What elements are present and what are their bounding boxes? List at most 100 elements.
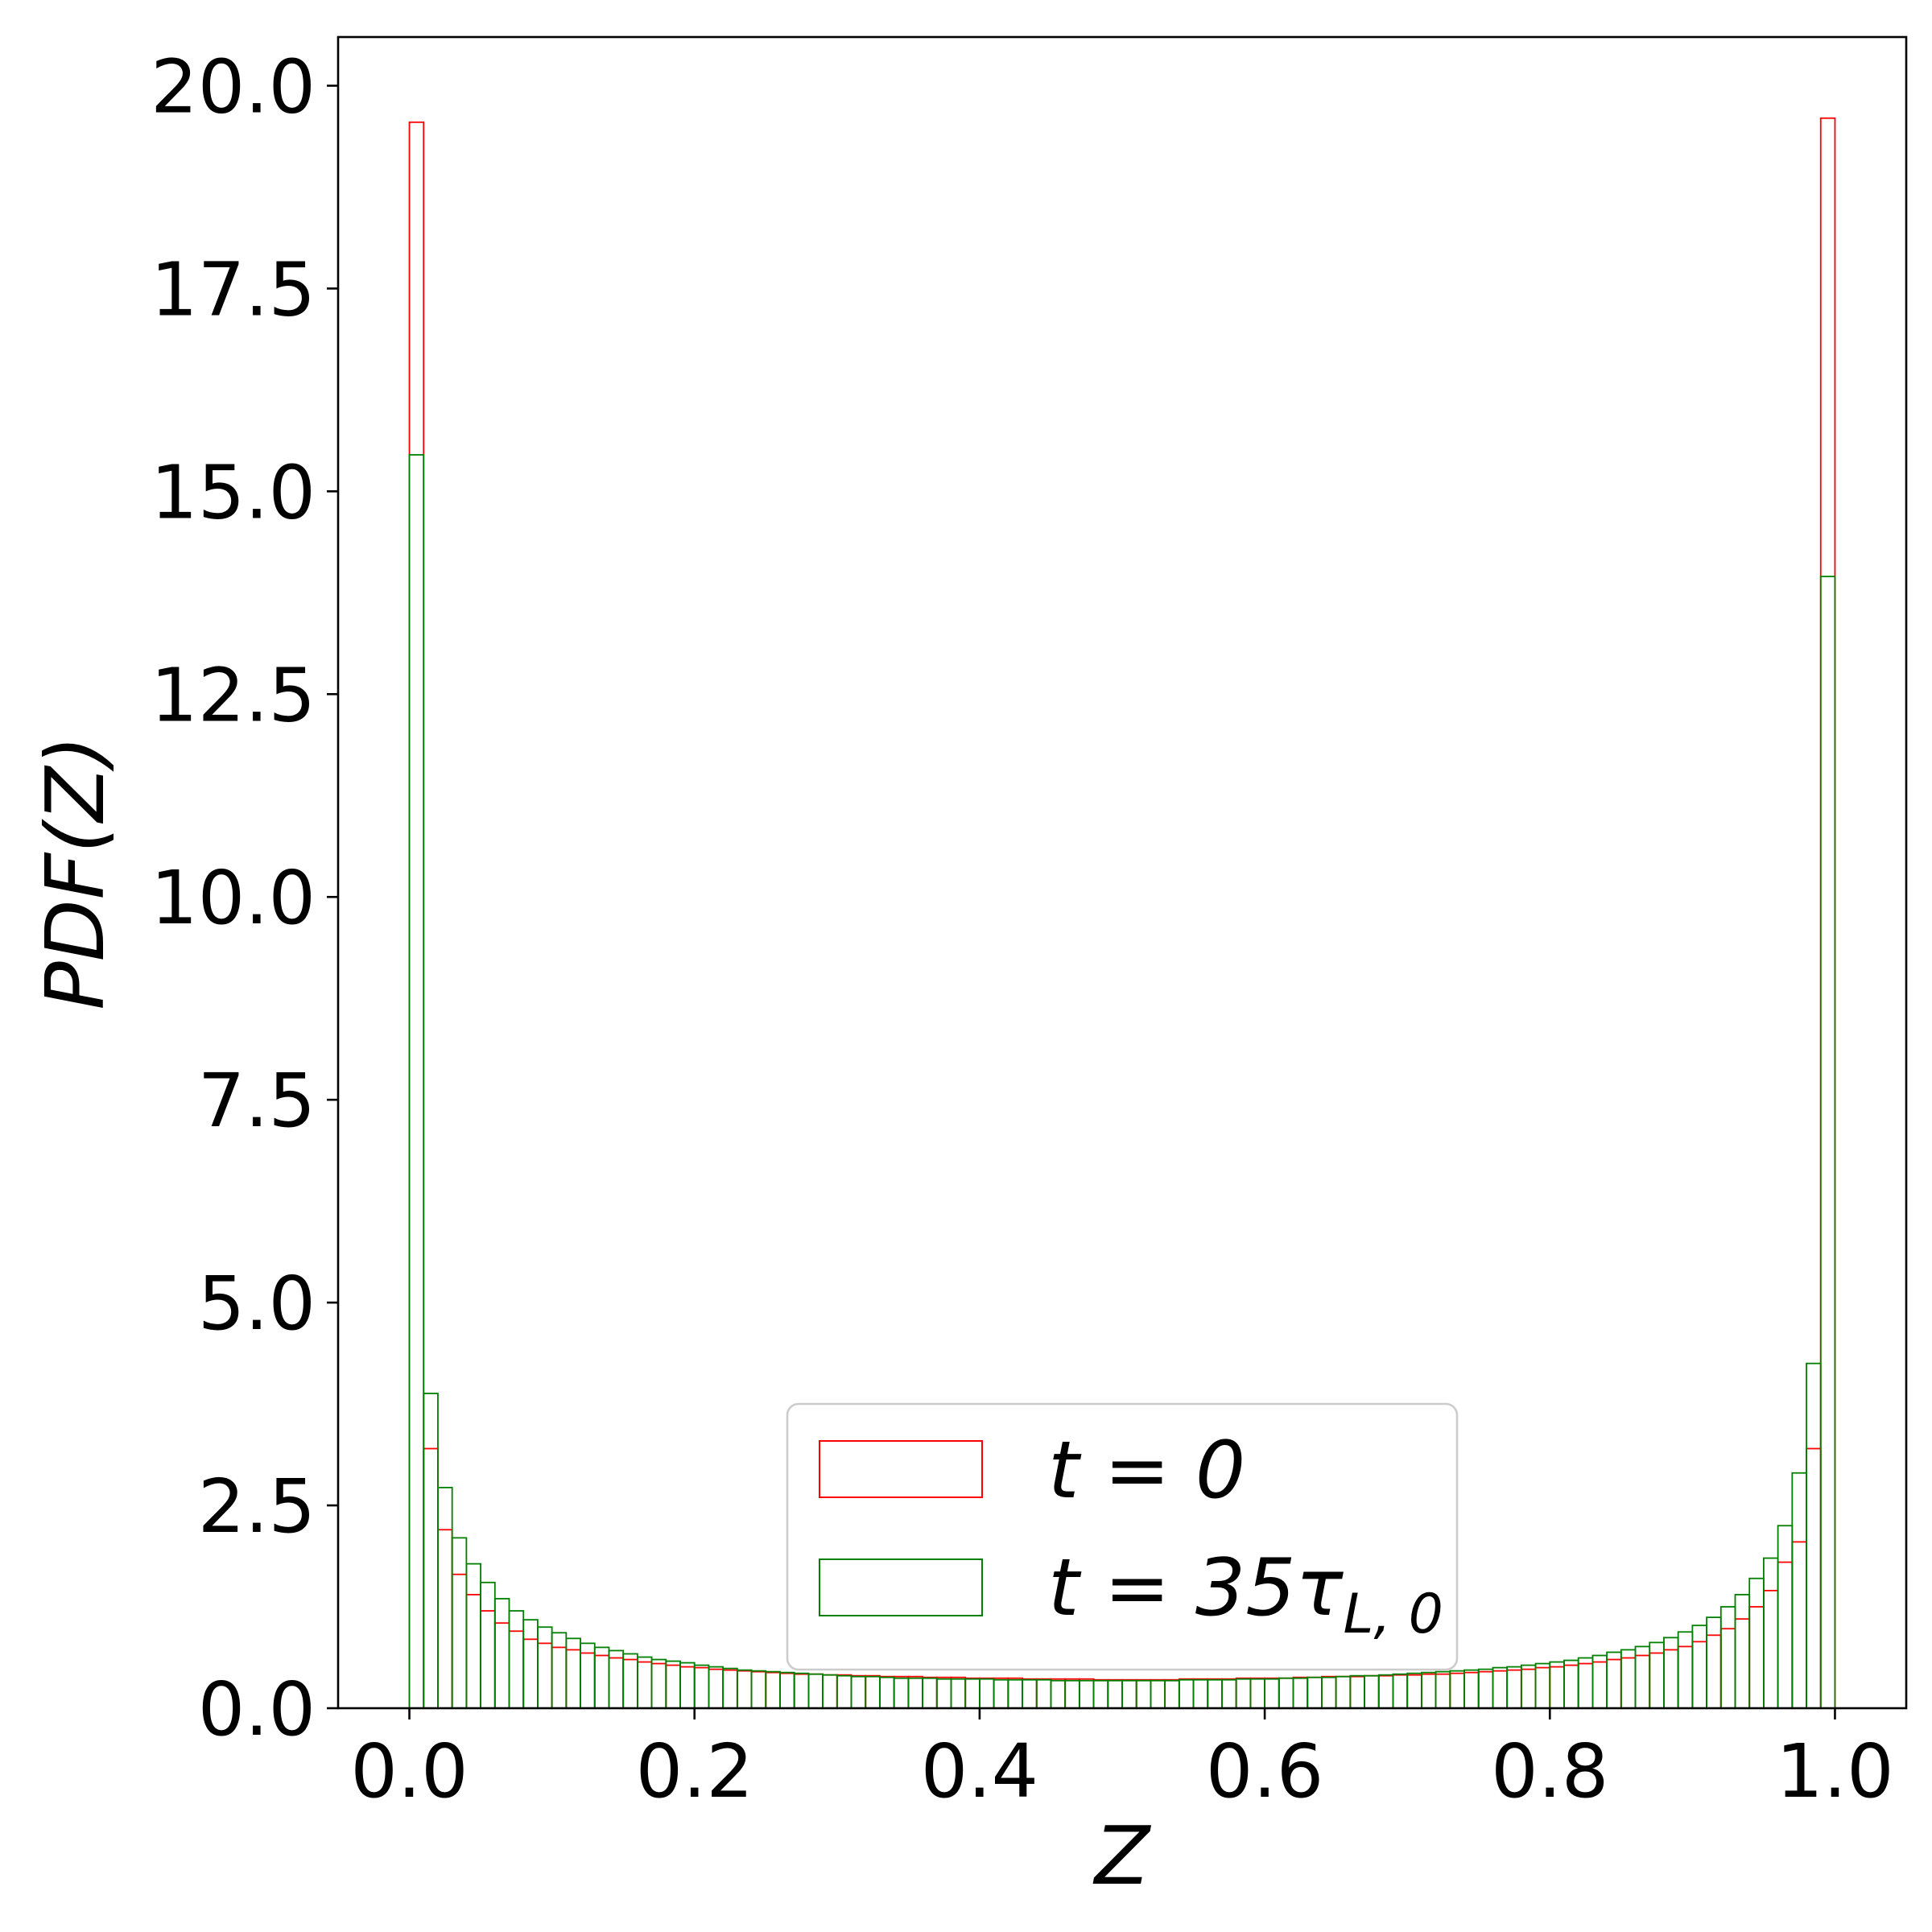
histogram-bar [565, 1649, 581, 1709]
histogram-bar [1663, 1637, 1679, 1709]
histogram-bar [779, 1671, 795, 1709]
histogram-bar [1178, 1678, 1195, 1709]
histogram-bar [907, 1677, 923, 1709]
histogram-bar [1321, 1675, 1337, 1709]
x-tick-label: 0.4 [921, 1728, 1038, 1814]
histogram-bar [1207, 1678, 1223, 1709]
histogram-bar [1477, 1670, 1494, 1709]
histogram-bar [722, 1669, 738, 1709]
histogram-bar [1819, 576, 1836, 1709]
histogram-bar [1249, 1677, 1265, 1709]
histogram-bar [1506, 1666, 1522, 1709]
histogram-bar [1719, 1606, 1736, 1709]
histogram-bar [1377, 1674, 1394, 1709]
histogram-bar [1734, 1618, 1751, 1709]
histogram-bar [1178, 1678, 1195, 1709]
histogram-bar [1192, 1678, 1209, 1709]
histogram-bar [1492, 1670, 1509, 1709]
histogram-bar [1121, 1678, 1137, 1709]
histogram-bar [1420, 1671, 1437, 1709]
histogram-bar [979, 1677, 995, 1709]
histogram-bar [879, 1675, 895, 1709]
histogram-bar [1135, 1678, 1152, 1709]
histogram-bar [437, 1486, 453, 1709]
histogram-bar [1035, 1678, 1052, 1709]
histogram-bar [580, 1652, 596, 1709]
histogram-bar [608, 1657, 625, 1709]
histogram-bar [1435, 1670, 1451, 1709]
histogram-bar [1235, 1677, 1252, 1709]
histogram-bar [665, 1664, 681, 1709]
histogram-bar [1307, 1676, 1323, 1709]
histogram-bar [693, 1666, 710, 1709]
histogram-bar [1620, 1657, 1637, 1709]
histogram-bar [935, 1676, 952, 1709]
histogram-bar [1791, 1472, 1807, 1709]
x-tick-label: 1.0 [1776, 1728, 1893, 1814]
histogram-bar [1007, 1678, 1023, 1709]
histogram-bar [437, 1529, 453, 1709]
histogram-bar [865, 1674, 881, 1709]
histogram-bar [622, 1653, 638, 1709]
histogram-bar [537, 1626, 553, 1709]
y-tick-label: 17.5 [151, 246, 316, 332]
histogram-bar [1064, 1679, 1080, 1709]
histogram-bar [1577, 1657, 1594, 1709]
y-tick-label: 5.0 [198, 1261, 316, 1347]
histogram-bar [1577, 1662, 1594, 1709]
histogram-bar [1092, 1679, 1109, 1709]
histogram-bar [922, 1677, 938, 1709]
histogram-bar [1364, 1674, 1380, 1709]
x-axis-ticks: 0.0 0.2 0.4 0.6 0.8 1.0 [350, 1708, 1894, 1814]
histogram-bar [708, 1668, 724, 1709]
histogram-bar [1164, 1679, 1180, 1709]
histogram-bar [1706, 1634, 1722, 1709]
legend-label-t35-subscript: L, 0 [1344, 1583, 1443, 1646]
y-tick-label: 7.5 [198, 1058, 316, 1144]
histogram-bar [1406, 1672, 1422, 1709]
histogram-bar [1335, 1675, 1352, 1709]
histogram-bar [807, 1673, 824, 1709]
histogram-bar [907, 1675, 923, 1709]
x-tick-label: 0.2 [636, 1728, 753, 1814]
histogram-bar [1763, 1557, 1779, 1709]
histogram-bar [1050, 1678, 1067, 1709]
histogram-bar [1606, 1651, 1622, 1709]
histogram-bar [1307, 1676, 1323, 1709]
histogram-bar [1364, 1674, 1380, 1709]
histogram-bar [850, 1674, 867, 1709]
histogram-bar [622, 1658, 638, 1709]
x-tick-label: 0.8 [1491, 1728, 1608, 1814]
histogram-bar [565, 1637, 581, 1709]
histogram-bar [1520, 1668, 1537, 1709]
histogram-bar [879, 1676, 895, 1709]
axes-frame [336, 35, 1908, 1710]
y-tick-label: 20.0 [151, 43, 316, 130]
histogram-bar [1663, 1649, 1679, 1709]
histogram-bar [423, 1393, 439, 1709]
legend-label-t35: t = 35τL, 0 [1048, 1542, 1443, 1646]
histogram-bar [1278, 1677, 1294, 1709]
histogram-bar [650, 1662, 667, 1709]
histogram-bar [893, 1675, 910, 1709]
histogram-bar [922, 1676, 938, 1709]
histogram-bar [850, 1675, 867, 1709]
histogram-bar [1292, 1676, 1309, 1709]
histogram-bar [1706, 1616, 1722, 1709]
histogram-bar [1520, 1664, 1537, 1709]
histogram-bar [964, 1678, 980, 1709]
histogram-bar [522, 1619, 539, 1709]
histogram-bar [1377, 1674, 1394, 1709]
histogram-bar [1763, 1589, 1779, 1709]
histogram-bar [1549, 1661, 1565, 1709]
histogram-bar [408, 121, 425, 1709]
histogram-bar [736, 1670, 753, 1709]
histogram-bar [822, 1674, 838, 1709]
histogram-bar [1078, 1679, 1095, 1709]
y-tick-label: 15.0 [151, 449, 316, 535]
histogram-bar [1677, 1631, 1694, 1709]
histogram-bar [537, 1642, 553, 1709]
histogram-bar [1606, 1658, 1622, 1709]
y-tick-label: 12.5 [151, 652, 316, 738]
histogram-bar [1791, 1541, 1807, 1709]
